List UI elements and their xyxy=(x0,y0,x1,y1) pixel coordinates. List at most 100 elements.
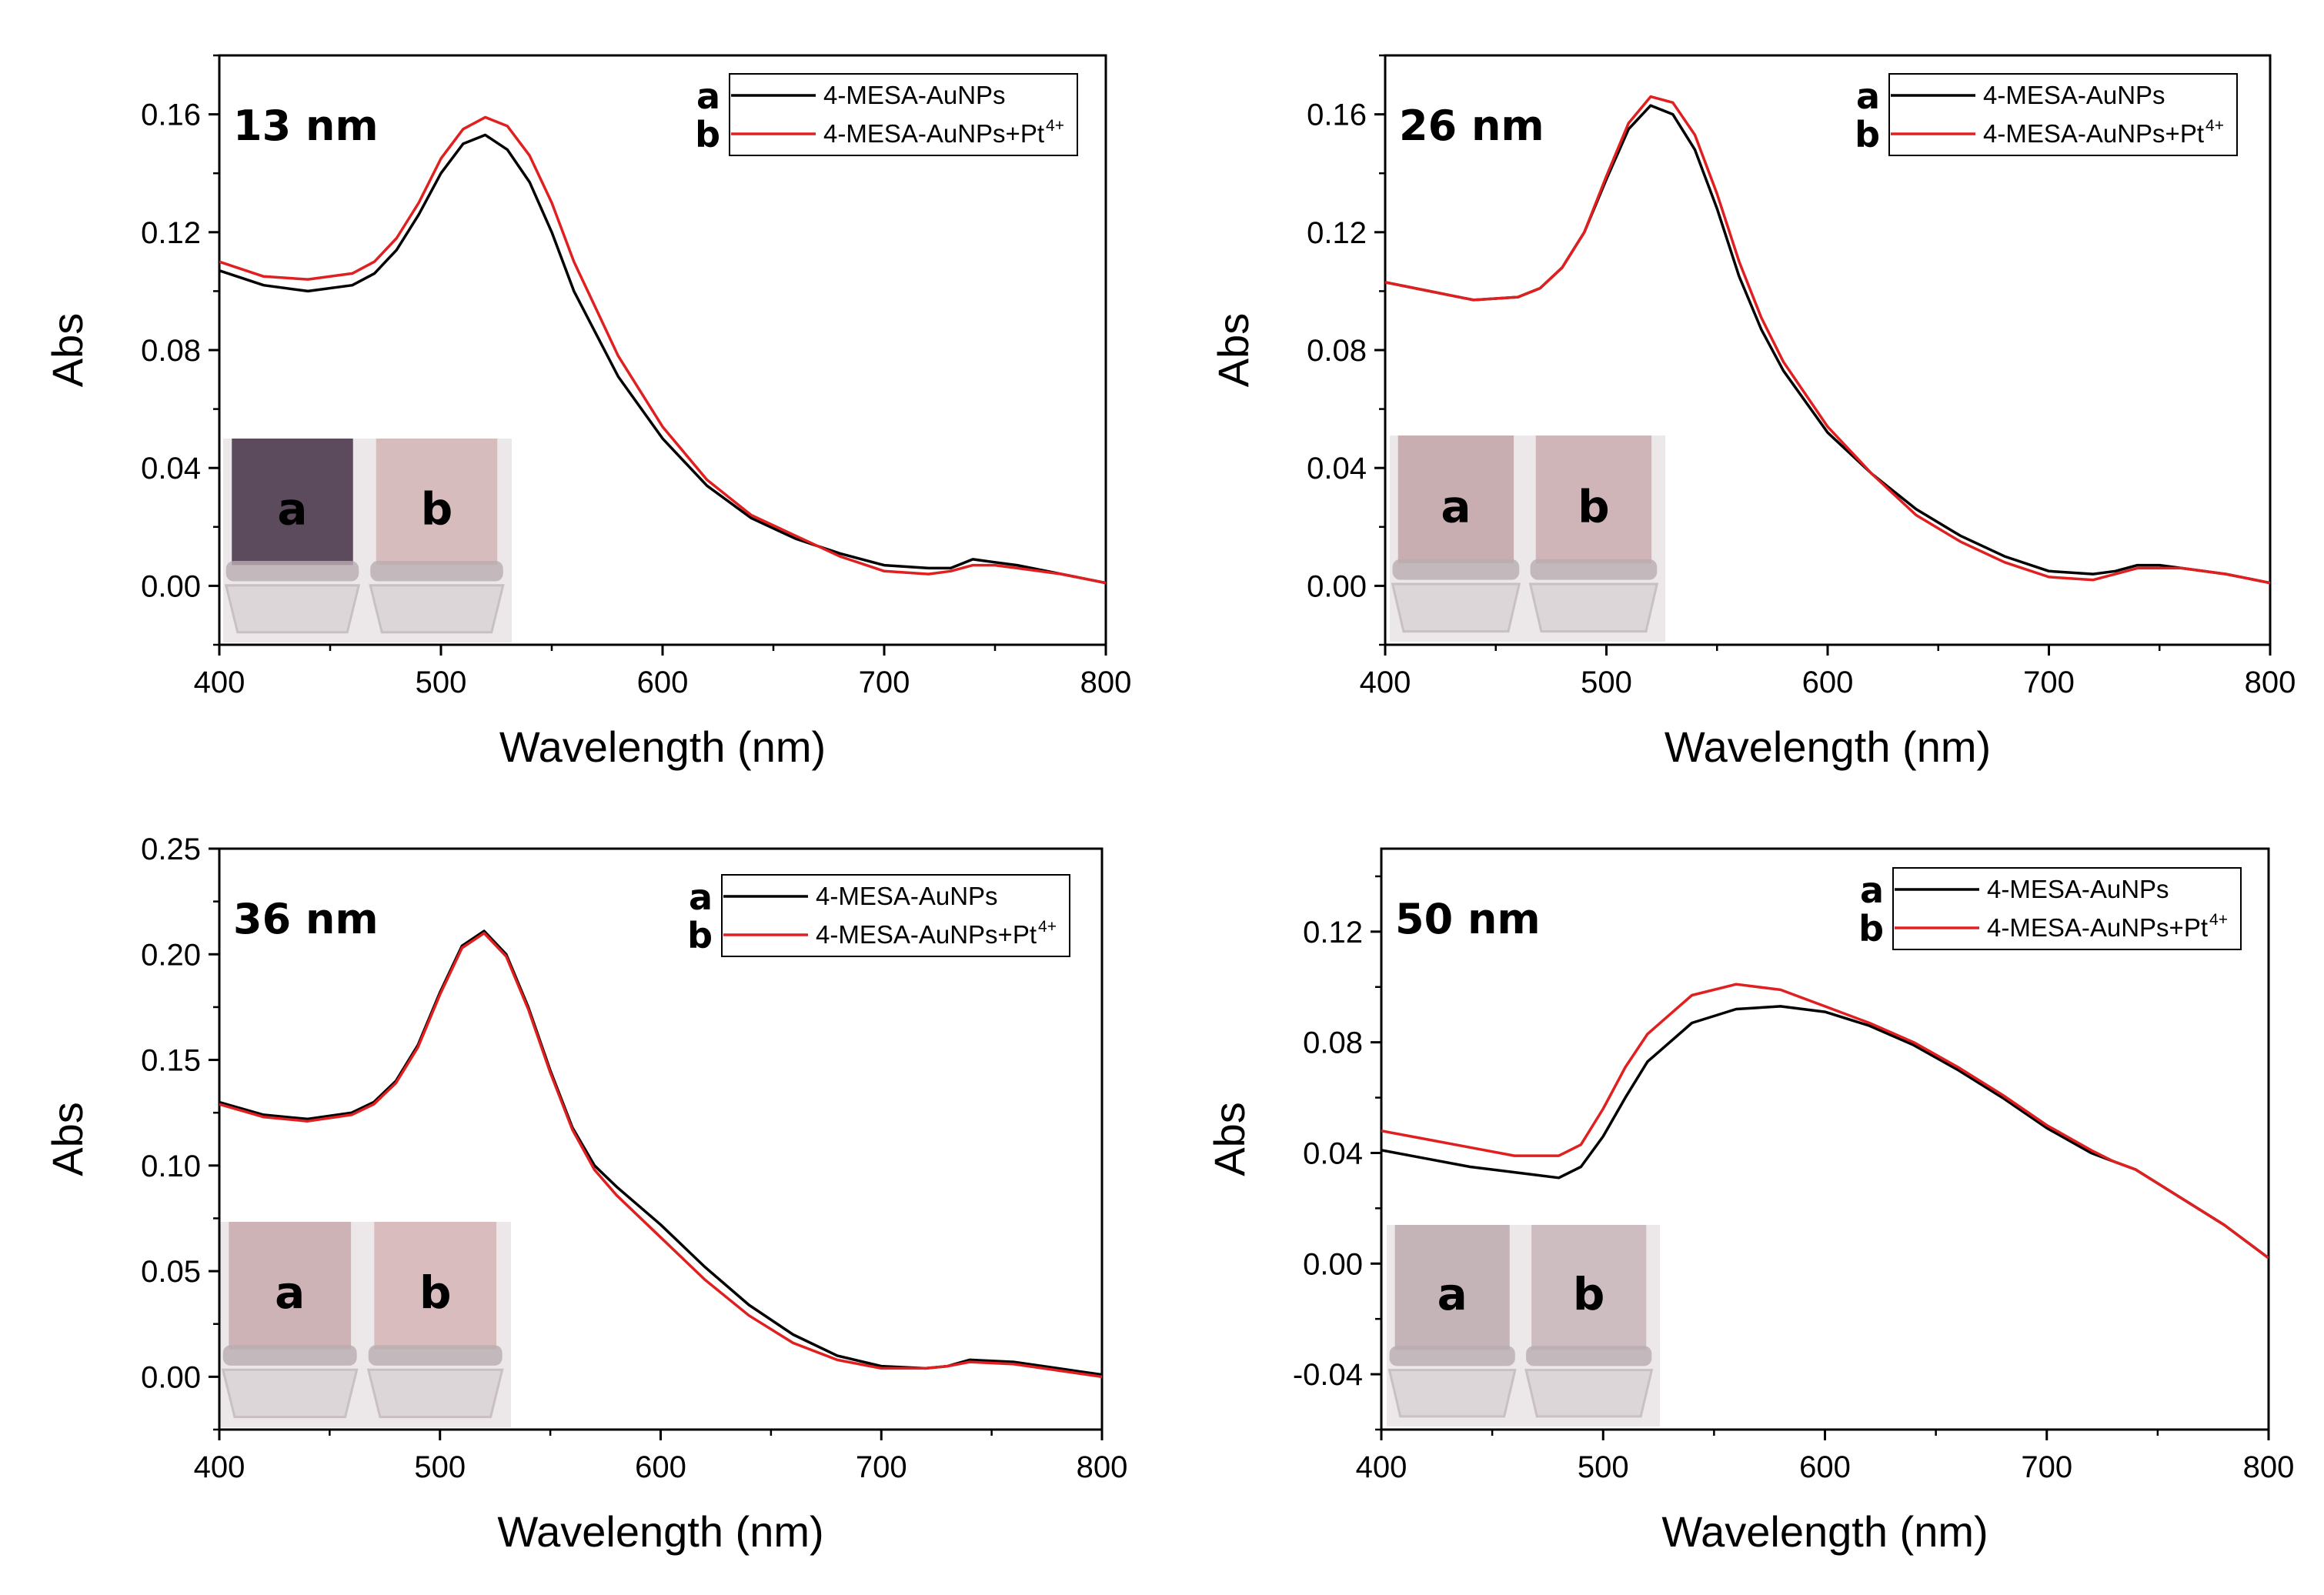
vial-label-b: b xyxy=(421,482,453,535)
y-tick-label: 0.15 xyxy=(141,1044,201,1078)
vial-cap-ring xyxy=(225,561,359,582)
legend-key-b: b xyxy=(1858,908,1884,949)
vial-cap-ring xyxy=(1526,1346,1652,1366)
x-tick-label: 700 xyxy=(856,1450,907,1484)
vial-cap-ring xyxy=(1392,559,1520,580)
y-tick-label: 0.10 xyxy=(141,1150,201,1183)
panel-size-label: 13 nm xyxy=(233,102,379,150)
vial-cap-ring xyxy=(368,1345,503,1366)
x-tick-label: 400 xyxy=(1356,1450,1407,1484)
vial-solution xyxy=(1531,1225,1647,1350)
x-tick-label: 400 xyxy=(194,666,245,699)
y-tick-label: 0.12 xyxy=(1307,216,1367,250)
y-tick-label: 0.04 xyxy=(1303,1136,1363,1170)
legend-label-a: 4-MESA-AuNPs xyxy=(1987,875,2169,903)
series-line-a xyxy=(1381,1005,2269,1260)
x-axis-title: Wavelength (nm) xyxy=(1665,722,1991,771)
vial-solution xyxy=(1394,1225,1510,1350)
x-tick-label: 600 xyxy=(635,1450,686,1484)
x-tick-label: 400 xyxy=(194,1450,245,1484)
x-tick-label: 400 xyxy=(1360,666,1411,699)
panel-size-label: 36 nm xyxy=(233,895,379,943)
legend-label-b: 4-MESA-AuNPs+Pt xyxy=(1983,119,2204,148)
x-tick-label: 800 xyxy=(2243,1450,2295,1484)
y-axis-title: Abs xyxy=(1209,313,1257,388)
vial-solution xyxy=(374,1222,497,1350)
x-tick-label: 600 xyxy=(637,666,689,699)
panel-size-label: 26 nm xyxy=(1399,102,1544,150)
series-line-b xyxy=(1381,983,2269,1260)
y-axis-title: Abs xyxy=(43,1102,92,1176)
legend-label-b: 4-MESA-AuNPs+Pt xyxy=(823,119,1044,148)
legend-key-b: b xyxy=(1855,114,1880,155)
x-tick-label: 600 xyxy=(1802,666,1854,699)
legend-label-a: 4-MESA-AuNPs xyxy=(823,81,1006,109)
vial-solution xyxy=(1397,435,1514,564)
vial-label-b: b xyxy=(1573,1268,1605,1320)
legend-label-b: 4-MESA-AuNPs+Pt xyxy=(1987,913,2208,942)
vial-base xyxy=(1387,1369,1517,1418)
y-tick-label: 0.20 xyxy=(141,938,201,972)
x-tick-label: 700 xyxy=(2021,1450,2072,1484)
series-line-b xyxy=(1385,95,2270,585)
legend: a 4-MESA-AuNPs b 4-MESA-AuNPs+Pt 4+ xyxy=(687,874,1070,957)
x-tick-label: 700 xyxy=(2023,666,2075,699)
x-tick-label: 500 xyxy=(1581,666,1632,699)
x-tick-label: 800 xyxy=(1077,1450,1128,1484)
y-tick-label: 0.25 xyxy=(141,833,201,866)
legend: a 4-MESA-AuNPs b 4-MESA-AuNPs+Pt 4+ xyxy=(695,73,1078,156)
legend: a 4-MESA-AuNPs b 4-MESA-AuNPs+Pt 4+ xyxy=(1855,73,2238,156)
vial-label-a: a xyxy=(1441,481,1471,533)
x-tick-label: 800 xyxy=(2245,666,2296,699)
legend-label-a: 4-MESA-AuNPs xyxy=(1983,81,2165,109)
legend-label-superscript: 4+ xyxy=(1046,117,1064,135)
legend-label-superscript: 4+ xyxy=(1038,918,1057,936)
y-tick-label: 0.05 xyxy=(141,1255,201,1289)
y-tick-label: 0.08 xyxy=(1307,334,1367,368)
legend-box xyxy=(1888,73,2238,156)
legend-label-superscript: 4+ xyxy=(2209,911,2228,929)
y-tick-label: 0.08 xyxy=(141,334,201,368)
vial-cap-ring xyxy=(1530,559,1658,580)
vial-label-b: b xyxy=(419,1266,452,1319)
panel-size-label: 50 nm xyxy=(1395,895,1541,943)
series-line-b xyxy=(219,115,1106,585)
y-tick-label: 0.12 xyxy=(141,216,201,250)
y-axis-title: Abs xyxy=(1205,1102,1254,1176)
vial-label-a: a xyxy=(275,1266,305,1319)
legend-box xyxy=(1892,867,2242,950)
series-line-b xyxy=(219,932,1102,1379)
vial-label-a: a xyxy=(277,482,307,535)
vial-base xyxy=(1524,1369,1654,1418)
vial-base xyxy=(369,584,505,634)
vial-solution xyxy=(376,439,498,566)
vial-solution xyxy=(229,1222,352,1350)
x-tick-label: 700 xyxy=(859,666,910,699)
legend: a 4-MESA-AuNPs b 4-MESA-AuNPs+Pt 4+ xyxy=(1858,867,2242,950)
x-tick-label: 500 xyxy=(1578,1450,1629,1484)
vial-base xyxy=(1528,582,1659,633)
legend-box xyxy=(729,73,1078,156)
vial-base xyxy=(221,1368,359,1419)
legend-key-b: b xyxy=(687,915,713,956)
legend-key-b: b xyxy=(695,114,720,155)
legend-key-a: a xyxy=(1860,869,1884,911)
vial-base xyxy=(224,584,361,634)
y-tick-label: 0.00 xyxy=(141,569,201,603)
y-tick-label: 0.08 xyxy=(1303,1026,1363,1060)
legend-key-a: a xyxy=(689,876,713,918)
y-tick-label: -0.04 xyxy=(1293,1358,1363,1392)
vial-base xyxy=(1391,582,1521,633)
y-tick-label: 0.12 xyxy=(1303,916,1363,949)
x-tick-label: 500 xyxy=(414,1450,466,1484)
y-tick-label: 0.16 xyxy=(141,98,201,132)
vial-label-b: b xyxy=(1578,481,1610,533)
x-tick-label: 600 xyxy=(1799,1450,1851,1484)
